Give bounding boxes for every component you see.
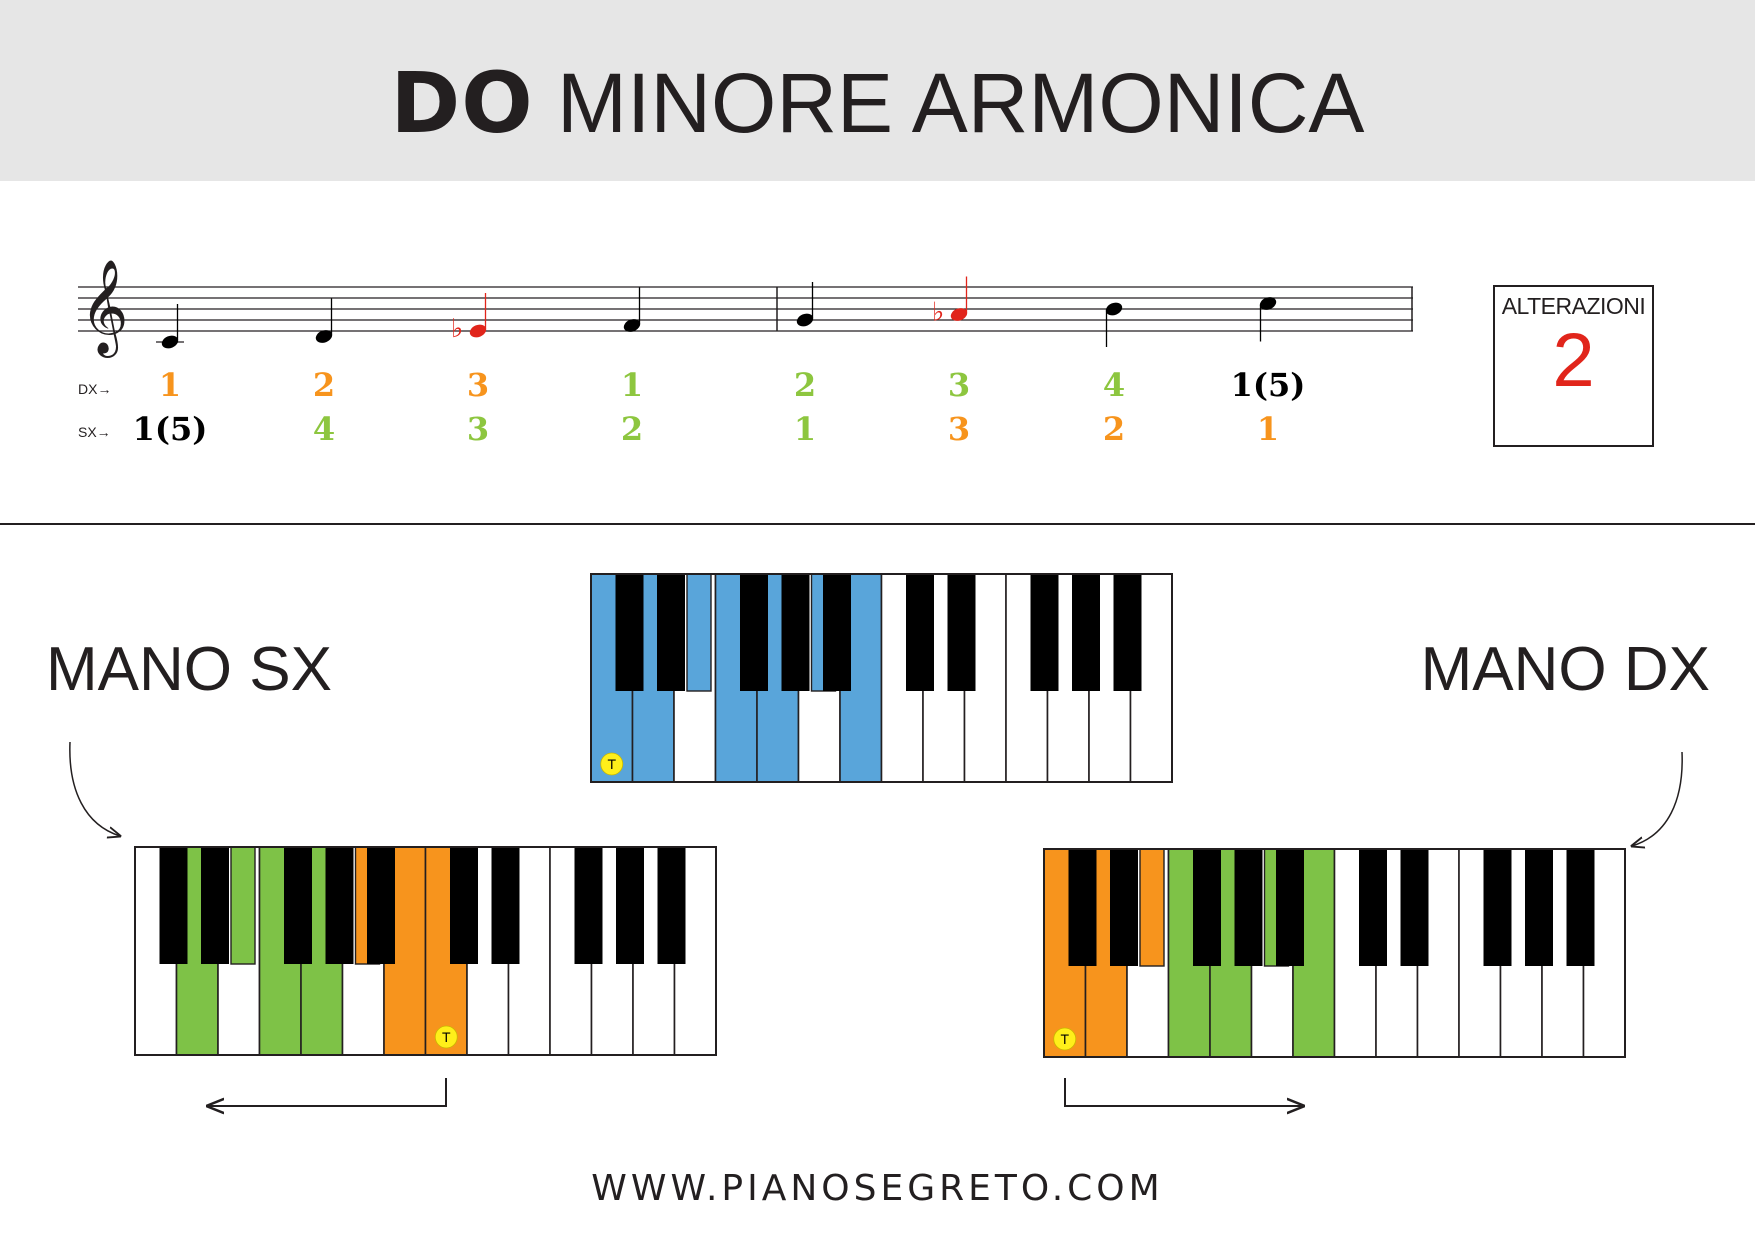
black-key: [1566, 849, 1595, 966]
sx-finger: 1(5): [133, 410, 208, 448]
sx-finger: 3: [467, 410, 489, 448]
dx-finger: 1(5): [1231, 366, 1306, 404]
dx-row-label: DX→: [78, 381, 111, 397]
black-key: [616, 847, 644, 964]
page-title: DO MINORE ARMONICA: [0, 48, 1755, 158]
highlighted-strip: [230, 846, 256, 965]
sx-finger: 1: [794, 410, 816, 448]
tonic-marker: [1053, 1027, 1077, 1051]
black-key: [947, 574, 976, 691]
black-key: [284, 847, 312, 964]
title-scale: MINORE ARMONICA: [557, 56, 1365, 150]
black-key: [1030, 574, 1059, 691]
flat-sign: ♭: [932, 298, 944, 328]
black-key: [367, 847, 395, 964]
black-key: [1068, 849, 1097, 966]
black-key: [574, 847, 603, 964]
black-key: [1234, 849, 1263, 966]
black-key: [906, 574, 934, 691]
right-direction-arrow: [1064, 1078, 1303, 1106]
note-head: [1259, 297, 1277, 310]
tonic-marker-label: T: [1060, 1031, 1069, 1047]
note-head: [469, 324, 487, 338]
note-head: [950, 308, 968, 321]
alterazioni-box: ALTERAZIONI 2: [1493, 285, 1654, 447]
header-band: DO MINORE ARMONICA: [0, 0, 1755, 181]
dx-finger: 2: [313, 366, 335, 404]
black-key: [1525, 849, 1553, 966]
treble-clef: 𝄞: [80, 259, 128, 358]
keyboard-right-hand: T: [1043, 848, 1626, 1058]
black-key: [1400, 849, 1429, 966]
note-head: [796, 313, 814, 327]
black-key: [159, 847, 188, 964]
black-key: [201, 847, 229, 964]
left-hand-label: MANO SX: [46, 635, 332, 704]
keyboard-frame: [1043, 848, 1626, 1058]
section-divider: [0, 523, 1755, 525]
alterazioni-label: ALTERAZIONI: [1501, 293, 1646, 319]
black-key: [615, 574, 644, 691]
sx-finger: 1: [1257, 410, 1279, 448]
flat-sign: ♭: [451, 314, 463, 344]
highlighted-strip: [686, 573, 712, 692]
black-key: [1110, 849, 1138, 966]
note-head: [1105, 302, 1123, 316]
keyboard-frame: [134, 846, 717, 1056]
black-key: [1072, 574, 1100, 691]
dx-finger: 3: [948, 366, 970, 404]
left-direction-arrow: [208, 1078, 447, 1106]
black-key: [657, 574, 685, 691]
right-hand-label: MANO DX: [1420, 635, 1710, 704]
sx-row-label: SX→: [78, 424, 111, 440]
dx-finger: 2: [794, 366, 816, 404]
tonic-marker-label: T: [442, 1029, 451, 1045]
title-key: DO: [390, 54, 534, 152]
tonic-marker: [434, 1025, 458, 1049]
sx-finger: 4: [313, 410, 335, 448]
black-key: [1276, 849, 1304, 966]
black-key: [823, 574, 851, 691]
dx-finger: 3: [467, 366, 489, 404]
note-head: [315, 330, 333, 343]
black-key: [325, 847, 354, 964]
sx-finger: 2: [621, 410, 643, 448]
keyboard-frame: [590, 573, 1173, 783]
keyboard-scale: T: [590, 573, 1173, 783]
website-footer: WWW.PIANOSEGRETO.COM: [591, 1168, 1164, 1209]
black-key: [1193, 849, 1221, 966]
right-hand-pointer-arrow: [1632, 751, 1683, 846]
sx-finger: 3: [948, 410, 970, 448]
note-head: [161, 335, 179, 349]
black-key: [657, 847, 686, 964]
black-key: [1483, 849, 1512, 966]
black-key: [781, 574, 810, 691]
black-key: [491, 847, 520, 964]
alterazioni-count: 2: [1552, 318, 1595, 403]
note-head: [623, 319, 641, 332]
dx-finger: 1: [159, 366, 181, 404]
black-key: [1359, 849, 1387, 966]
dx-finger: 1: [621, 366, 643, 404]
sx-finger: 2: [1103, 410, 1125, 448]
tonic-marker-label: T: [607, 756, 616, 772]
black-key: [1113, 574, 1142, 691]
left-hand-pointer-arrow: [69, 741, 120, 836]
highlighted-strip: [1139, 848, 1165, 967]
tonic-marker: [600, 752, 624, 776]
black-key: [450, 847, 478, 964]
black-key: [740, 574, 768, 691]
keyboard-left-hand: T: [134, 846, 717, 1056]
dx-finger: 4: [1103, 366, 1125, 404]
